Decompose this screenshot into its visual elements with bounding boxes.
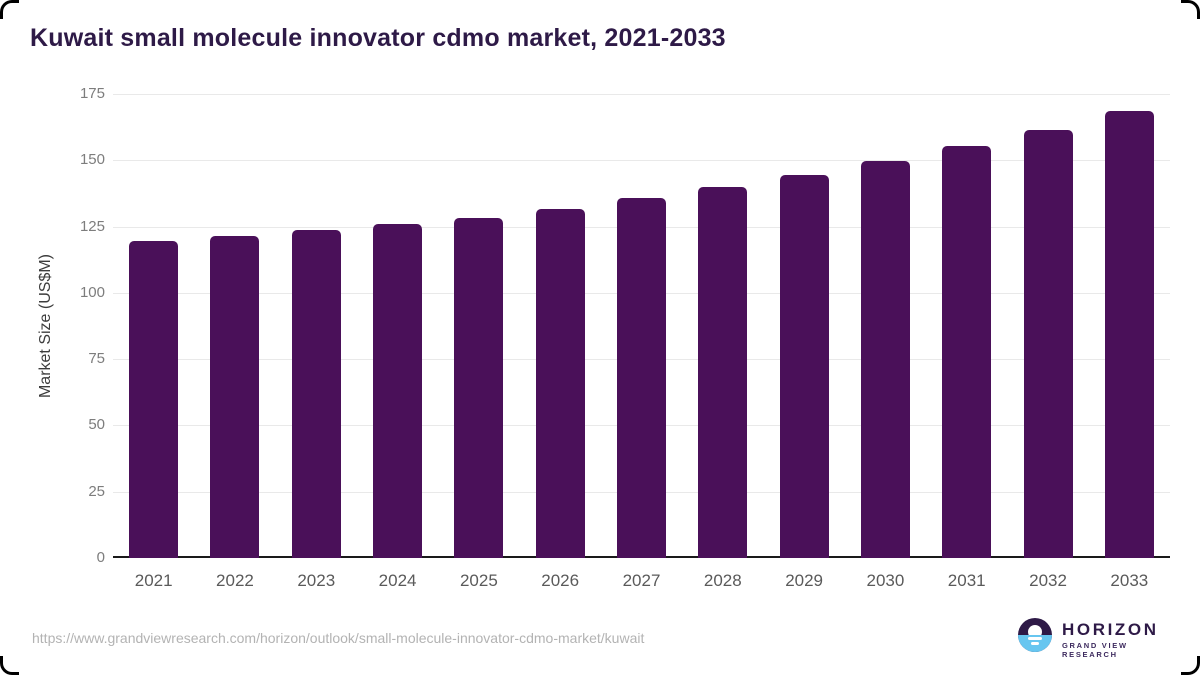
logo-reflection-line: [1031, 642, 1039, 645]
logo-subbrand-text: GRAND VIEW RESEARCH: [1062, 641, 1128, 659]
y-tick-label-125: 125: [79, 217, 105, 235]
logo-text: HORIZON GRAND VIEW RESEARCH: [1062, 620, 1178, 660]
bar-2029[interactable]: [779, 174, 829, 558]
y-tick-label-0: 0: [96, 549, 105, 566]
bar-2024[interactable]: [373, 223, 423, 558]
x-tick-labels: 2021 2022 2023 2024 2025 2026 2027 2028 2029 2030…: [113, 565, 1170, 597]
x-tick-label-2027: 2027: [622, 571, 661, 590]
corner-frame: [0, 0, 19, 19]
y-tick-label-150: 150: [79, 151, 105, 169]
bar-2022[interactable]: [210, 236, 260, 558]
y-tick-label-100: 100: [79, 283, 105, 301]
x-tick-label-2023: 2023: [297, 571, 336, 590]
x-tick-label-2033: 2033: [1110, 571, 1149, 590]
bar-2031[interactable]: [942, 146, 992, 558]
bar-2027[interactable]: [617, 198, 666, 558]
corner-frame: [1181, 656, 1200, 675]
gridline-150: [113, 160, 1170, 162]
bar-2025[interactable]: [454, 217, 504, 558]
bar-2032[interactable]: [1023, 129, 1073, 558]
bar-2033[interactable]: [1104, 111, 1154, 558]
x-tick-label-2025: 2025: [459, 571, 498, 590]
bar-2028[interactable]: [698, 187, 748, 558]
bar-2026[interactable]: [535, 208, 585, 558]
x-tick-label-2029: 2029: [785, 571, 824, 590]
horizon-logo: HORIZON GRAND VIEW RESEARCH: [1018, 618, 1178, 660]
bar-2030[interactable]: [860, 160, 910, 558]
logo-reflection-line: [1028, 637, 1042, 640]
x-tick-label-2031: 2031: [947, 571, 986, 590]
x-tick-label-2032: 2032: [1029, 571, 1067, 590]
y-tick-label-50: 50: [88, 416, 105, 434]
x-tick-label-2030: 2030: [866, 571, 905, 590]
bar-2023[interactable]: [291, 230, 341, 558]
plot-area: [113, 94, 1170, 558]
source-url: https://www.grandviewresearch.com/horizo…: [32, 630, 645, 646]
bar-2021[interactable]: [129, 240, 179, 558]
x-tick-label-2024: 2024: [378, 571, 417, 590]
x-tick-label-2021: 2021: [134, 571, 173, 590]
x-tick-label-2022: 2022: [216, 571, 254, 590]
logo-brand-text: HORIZON: [1062, 620, 1159, 639]
chart-title: Kuwait small molecule innovator cdmo mar…: [30, 24, 726, 52]
x-tick-label-2026: 2026: [541, 571, 580, 590]
y-tick-labels: 0 25 50 75 100 125 150 175: [0, 85, 105, 566]
x-tick-label-2028: 2028: [703, 571, 742, 590]
corner-frame: [1181, 0, 1200, 19]
corner-frame: [0, 656, 19, 675]
horizon-logo-icon: [1018, 618, 1052, 652]
y-tick-label-175: 175: [79, 85, 105, 102]
y-tick-label-75: 75: [88, 350, 105, 368]
y-tick-label-25: 25: [88, 482, 105, 500]
gridline-175: [113, 94, 1170, 95]
